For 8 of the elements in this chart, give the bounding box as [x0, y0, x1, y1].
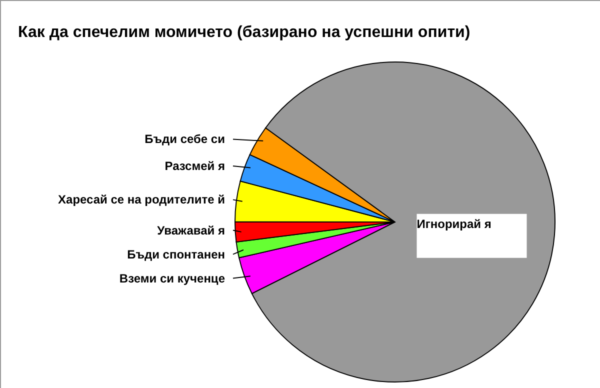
slice-label: Разсмей я	[164, 159, 225, 174]
slice-label: Бъди себе си	[144, 132, 225, 146]
chart-title: Как да спечелим момичето (базирано на успешни опити)	[18, 24, 470, 41]
slice-label: Бъди спонтанен	[127, 247, 225, 262]
slice-label: Уважавай я	[157, 223, 225, 238]
slice-label: Вземи си кученце	[119, 271, 226, 286]
slice-label: Харесай се на родителите й	[58, 192, 225, 207]
slice-label: Игнорирай я	[416, 216, 492, 231]
